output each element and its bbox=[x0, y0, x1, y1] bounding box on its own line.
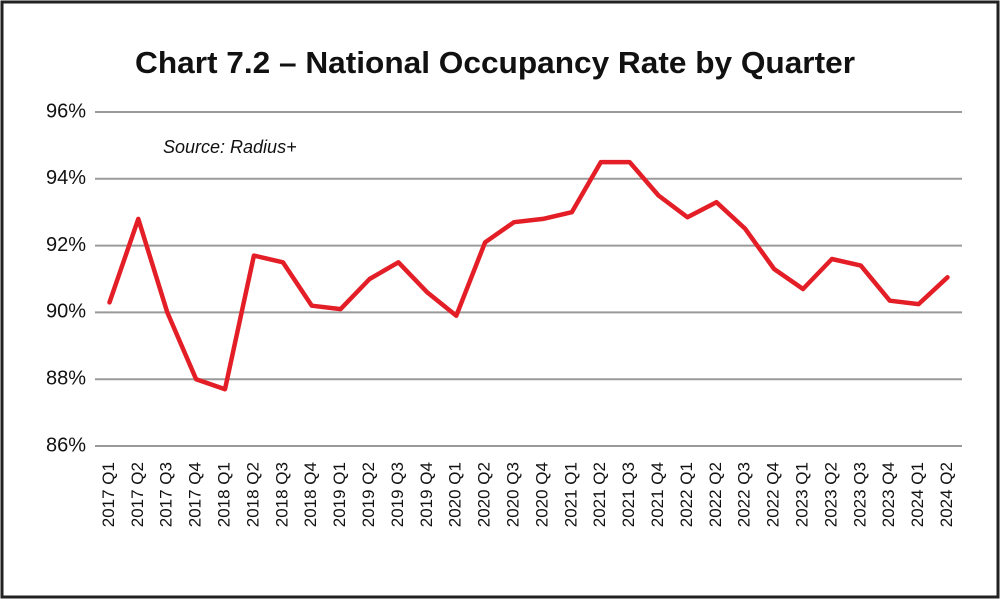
x-tick-label: 2023 Q1 bbox=[793, 462, 812, 527]
x-tick-label: 2023 Q4 bbox=[879, 462, 898, 527]
x-tick-label: 2019 Q1 bbox=[330, 462, 349, 527]
y-tick-label: 88% bbox=[46, 367, 86, 389]
x-tick-label: 2022 Q4 bbox=[764, 462, 783, 527]
x-tick-label: 2022 Q3 bbox=[735, 462, 754, 527]
y-tick-label: 94% bbox=[46, 167, 86, 189]
x-tick-label: 2020 Q1 bbox=[446, 462, 465, 527]
x-tick-label: 2017 Q4 bbox=[186, 462, 205, 527]
x-tick-label: 2020 Q4 bbox=[532, 462, 551, 527]
annotation: Source: Radius+ bbox=[163, 137, 297, 157]
x-tick-label: 2023 Q2 bbox=[821, 462, 840, 527]
x-tick-label: 2019 Q4 bbox=[417, 462, 436, 527]
x-tick-label: 2020 Q2 bbox=[475, 462, 494, 527]
x-tick-label: 2017 Q3 bbox=[157, 462, 176, 527]
x-tick-label: 2017 Q1 bbox=[99, 462, 118, 527]
x-tick-label: 2024 Q1 bbox=[908, 462, 927, 527]
x-tick-label: 2018 Q1 bbox=[215, 462, 234, 527]
x-tick-label: 2018 Q4 bbox=[301, 462, 320, 527]
y-tick-label: 86% bbox=[46, 434, 86, 456]
x-tick-label: 2019 Q2 bbox=[359, 462, 378, 527]
x-tick-label: 2024 Q2 bbox=[937, 462, 956, 527]
x-tick-label: 2021 Q3 bbox=[619, 462, 638, 527]
x-tick-label: 2020 Q3 bbox=[504, 462, 523, 527]
y-tick-label: 90% bbox=[46, 301, 86, 323]
x-tick-label: 2021 Q1 bbox=[561, 462, 580, 527]
chart-title: Chart 7.2 – National Occupancy Rate by Q… bbox=[135, 45, 855, 80]
x-tick-label: 2023 Q3 bbox=[850, 462, 869, 527]
x-tick-label: 2017 Q2 bbox=[128, 462, 147, 527]
x-tick-label: 2022 Q2 bbox=[706, 462, 725, 527]
x-tick-label: 2019 Q3 bbox=[388, 462, 407, 527]
x-tick-label: 2018 Q2 bbox=[243, 462, 262, 527]
x-tick-label: 2021 Q4 bbox=[648, 462, 667, 527]
x-tick-label: 2021 Q2 bbox=[590, 462, 609, 527]
y-tick-label: 92% bbox=[46, 234, 86, 256]
x-tick-label: 2022 Q1 bbox=[677, 462, 696, 527]
y-tick-label: 96% bbox=[46, 100, 86, 122]
x-tick-label: 2018 Q3 bbox=[272, 462, 291, 527]
data-line bbox=[107, 159, 950, 392]
